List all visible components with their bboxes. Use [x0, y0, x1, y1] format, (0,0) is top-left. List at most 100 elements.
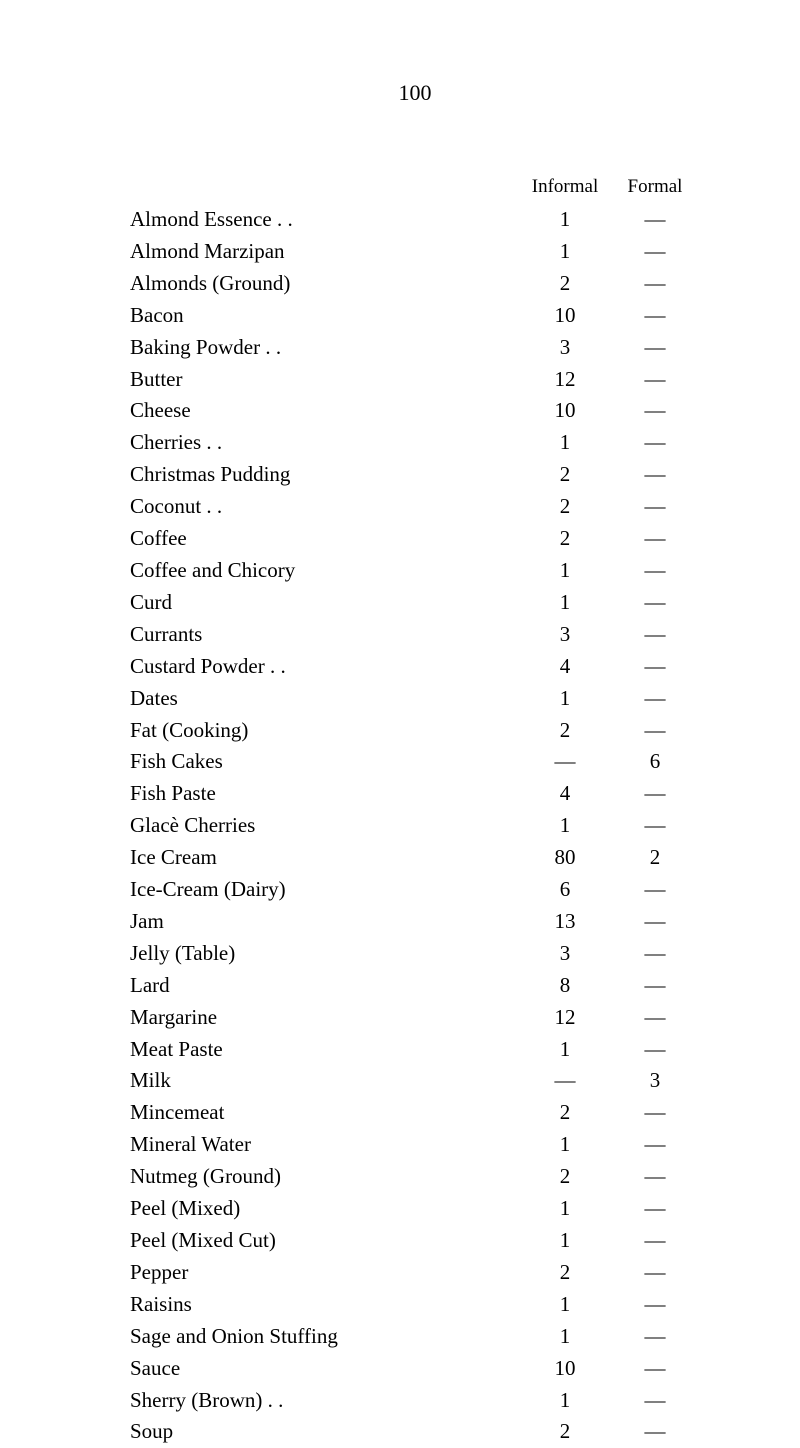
formal-value: — [610, 427, 700, 459]
table-row: Coffee2— [130, 523, 700, 555]
formal-value: — [610, 1161, 700, 1193]
item-name: Coffee and Chicory [130, 555, 295, 587]
formal-value: — [610, 715, 700, 747]
table-row: Jam13— [130, 906, 700, 938]
item-name: Nutmeg (Ground) [130, 1161, 281, 1193]
informal-value: 1 [520, 810, 610, 842]
formal-value: — [610, 332, 700, 364]
item-name: Margarine [130, 1002, 217, 1034]
table-row: Baking Powder . .3— [130, 332, 700, 364]
rows-container: Almond Essence . .1—Almond Marzipan1—Alm… [130, 204, 700, 1448]
item-name: Sage and Onion Stuffing [130, 1321, 338, 1353]
formal-value: — [610, 619, 700, 651]
table-row: Butter 12— [130, 364, 700, 396]
informal-value: 2 [520, 1161, 610, 1193]
item-name: Almond Essence . . [130, 204, 293, 236]
item-name: Peel (Mixed Cut) [130, 1225, 276, 1257]
table-row: Cheese 10— [130, 395, 700, 427]
table-row: Fish Cakes—6 [130, 746, 700, 778]
formal-value: — [610, 1129, 700, 1161]
item-name: Jelly (Table) [130, 938, 235, 970]
informal-value: 2 [520, 459, 610, 491]
formal-value: — [610, 1034, 700, 1066]
table-row: Ice-Cream (Dairy)6— [130, 874, 700, 906]
formal-value: — [610, 395, 700, 427]
table-row: Bacon 10— [130, 300, 700, 332]
formal-value: — [610, 874, 700, 906]
item-name: Coffee [130, 523, 187, 555]
formal-value: — [610, 651, 700, 683]
table-row: Almond Marzipan1— [130, 236, 700, 268]
formal-value: — [610, 555, 700, 587]
header-informal: Informal [520, 176, 610, 198]
item-name: Dates [130, 683, 178, 715]
page-number: 100 [130, 80, 700, 106]
item-name: Ice-Cream (Dairy) [130, 874, 286, 906]
item-name: Fish Paste [130, 778, 216, 810]
formal-value: — [610, 906, 700, 938]
item-name: Butter [130, 364, 183, 396]
informal-value: 1 [520, 427, 610, 459]
formal-value: — [610, 810, 700, 842]
table-row: Peel (Mixed)1— [130, 1193, 700, 1225]
item-name: Fish Cakes [130, 746, 223, 778]
item-name: Cheese [130, 395, 191, 427]
item-name: Coconut . . [130, 491, 222, 523]
formal-value: — [610, 1385, 700, 1417]
table-row: Nutmeg (Ground) 2— [130, 1161, 700, 1193]
informal-value: 8 [520, 970, 610, 1002]
formal-value: — [610, 364, 700, 396]
informal-value: 10 [520, 395, 610, 427]
formal-value: — [610, 778, 700, 810]
table-row: Coffee and Chicory 1— [130, 555, 700, 587]
formal-value: — [610, 300, 700, 332]
table-row: Curd1— [130, 587, 700, 619]
table-row: Sage and Onion Stuffing1— [130, 1321, 700, 1353]
item-name: Christmas Pudding [130, 459, 290, 491]
formal-value: — [610, 1193, 700, 1225]
informal-value: 1 [520, 587, 610, 619]
item-name: Bacon [130, 300, 184, 332]
table-header-row: Informal Formal [130, 176, 700, 198]
formal-value: 2 [610, 842, 700, 874]
formal-value: — [610, 938, 700, 970]
informal-value: 12 [520, 364, 610, 396]
informal-value: 1 [520, 236, 610, 268]
item-name: Glacè Cherries [130, 810, 255, 842]
informal-value: 2 [520, 1257, 610, 1289]
item-name: Almonds (Ground) [130, 268, 290, 300]
formal-value: — [610, 268, 700, 300]
informal-value: 1 [520, 555, 610, 587]
informal-value: 1 [520, 204, 610, 236]
table-row: Cherries . . 1— [130, 427, 700, 459]
informal-value: 2 [520, 268, 610, 300]
formal-value: — [610, 1321, 700, 1353]
informal-value: 4 [520, 651, 610, 683]
informal-value: — [520, 1065, 610, 1097]
formal-value: — [610, 587, 700, 619]
item-name: Milk [130, 1065, 171, 1097]
informal-value: 2 [520, 1097, 610, 1129]
informal-value: 1 [520, 1385, 610, 1417]
informal-value: 12 [520, 1002, 610, 1034]
item-name: Almond Marzipan [130, 236, 285, 268]
informal-value: 3 [520, 938, 610, 970]
table-row: Sherry (Brown) . .1— [130, 1385, 700, 1417]
formal-value: 3 [610, 1065, 700, 1097]
table-row: Currants 3— [130, 619, 700, 651]
item-name: Mincemeat [130, 1097, 224, 1129]
item-name: Pepper [130, 1257, 188, 1289]
item-name: Custard Powder . . [130, 651, 286, 683]
item-name: Peel (Mixed) [130, 1193, 240, 1225]
table-row: Dates1— [130, 683, 700, 715]
table-row: Meat Paste1— [130, 1034, 700, 1066]
informal-value: 10 [520, 300, 610, 332]
informal-value: 2 [520, 523, 610, 555]
item-name: Lard [130, 970, 170, 1002]
formal-value: — [610, 683, 700, 715]
informal-value: 3 [520, 619, 610, 651]
item-name: Cherries . . [130, 427, 222, 459]
item-name: Currants [130, 619, 202, 651]
table-row: Pepper2— [130, 1257, 700, 1289]
table-row: Lard8— [130, 970, 700, 1002]
